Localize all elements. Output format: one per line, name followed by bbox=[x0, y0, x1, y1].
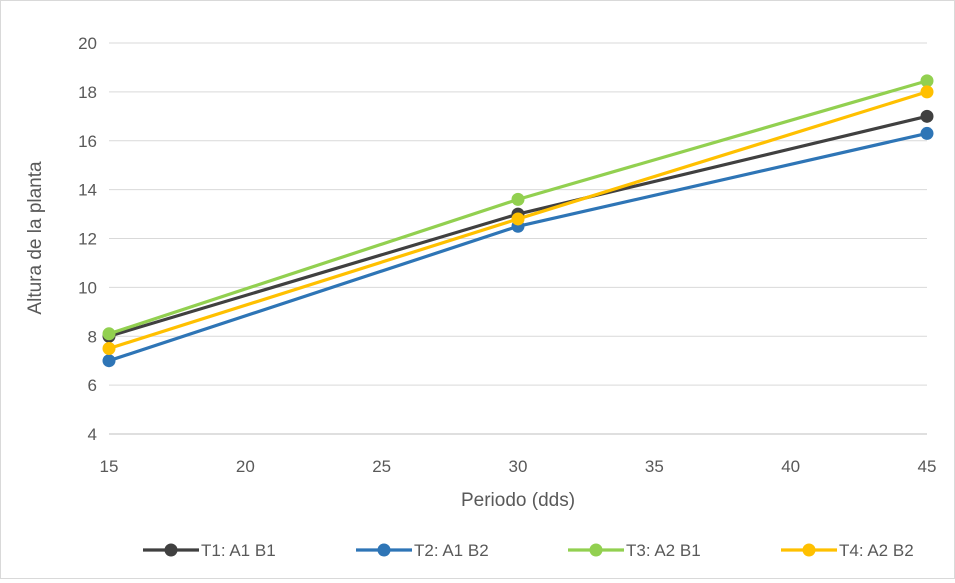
y-tick-label: 8 bbox=[88, 327, 97, 346]
x-axis-title: Periodo (dds) bbox=[461, 490, 575, 511]
legend-label: T3: A2 B1 bbox=[626, 541, 701, 560]
y-tick-label: 6 bbox=[88, 376, 97, 395]
y-tick-label: 18 bbox=[78, 83, 97, 102]
series-line bbox=[108, 79, 928, 336]
data-point bbox=[920, 85, 934, 99]
legend-item: T2: A1 B2 bbox=[356, 541, 489, 560]
legend-item: T3: A2 B1 bbox=[568, 541, 701, 560]
series-2 bbox=[102, 126, 934, 368]
x-tick-label: 45 bbox=[918, 457, 937, 476]
y-tick-label: 16 bbox=[78, 132, 97, 151]
y-tick-label: 12 bbox=[78, 230, 97, 249]
y-tick-label: 4 bbox=[88, 425, 97, 444]
legend-item: T4: A2 B2 bbox=[781, 541, 914, 560]
legend-marker bbox=[377, 543, 391, 557]
axes: 4 6 8 10 12 14 16 18 20 15 20 25 30 35 40 45 bbox=[78, 34, 936, 476]
series-line bbox=[108, 131, 928, 363]
y-tick-label: 10 bbox=[78, 278, 97, 297]
x-tick-label: 35 bbox=[645, 457, 664, 476]
legend-marker bbox=[164, 543, 178, 557]
data-point bbox=[511, 212, 525, 226]
x-tick-label: 40 bbox=[781, 457, 800, 476]
legend: T1: A1 B1 T2: A1 B2 T3: A2 B1 T4: A2 B2 bbox=[143, 541, 914, 560]
gridlines bbox=[109, 42, 927, 435]
series-group bbox=[102, 74, 934, 368]
y-tick-label: 20 bbox=[78, 34, 97, 53]
data-point bbox=[102, 354, 116, 368]
data-point bbox=[920, 109, 934, 123]
x-tick-label: 20 bbox=[236, 457, 255, 476]
x-tick-label: 30 bbox=[509, 457, 528, 476]
legend-label: T1: A1 B1 bbox=[201, 541, 276, 560]
data-point bbox=[920, 126, 934, 140]
x-tick-label: 15 bbox=[100, 457, 119, 476]
series-3 bbox=[102, 74, 934, 341]
legend-marker bbox=[589, 543, 603, 557]
data-point bbox=[102, 341, 116, 355]
legend-label: T2: A1 B2 bbox=[414, 541, 489, 560]
legend-item: T1: A1 B1 bbox=[143, 541, 276, 560]
legend-marker bbox=[802, 543, 816, 557]
y-axis-title: Altura de la planta bbox=[25, 161, 46, 315]
y-tick-label: 14 bbox=[78, 181, 97, 200]
series-4 bbox=[102, 85, 934, 355]
legend-label: T4: A2 B2 bbox=[839, 541, 914, 560]
data-point bbox=[511, 192, 525, 206]
x-tick-label: 25 bbox=[372, 457, 391, 476]
data-point bbox=[920, 74, 934, 88]
data-point bbox=[102, 327, 116, 341]
